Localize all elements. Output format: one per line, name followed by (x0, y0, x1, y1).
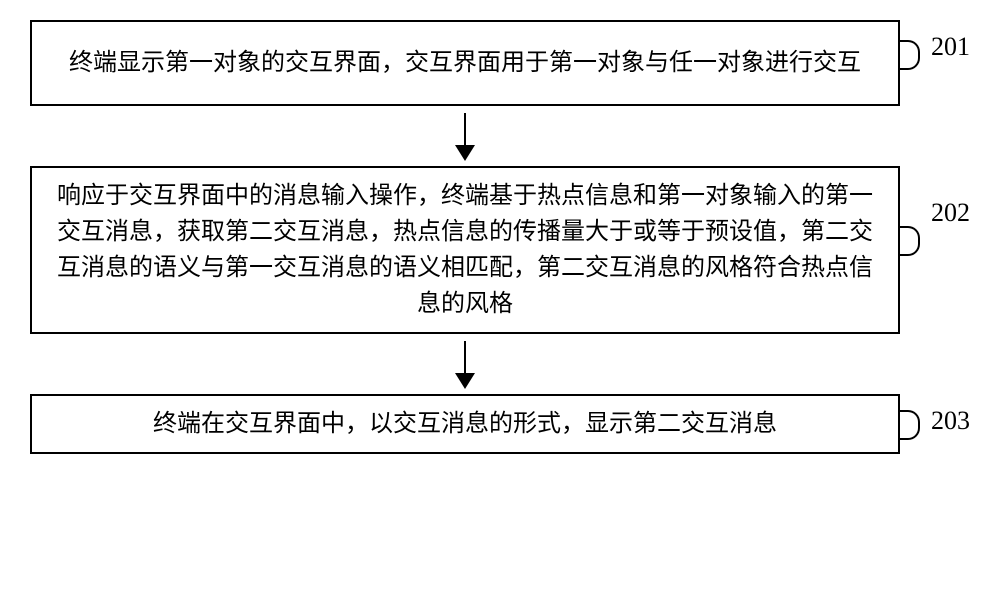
flow-step-3-label: 203 (931, 406, 970, 436)
bracket-icon (898, 410, 920, 440)
flow-step-1-label: 201 (931, 32, 970, 62)
flow-step-1: 终端显示第一对象的交互界面，交互界面用于第一对象与任一对象进行交互 201 (30, 20, 900, 106)
arrow-head-icon (455, 145, 475, 161)
arrow-line-icon (464, 341, 466, 387)
arrow-1-to-2 (30, 106, 900, 166)
arrow-2-to-3 (30, 334, 900, 394)
flow-step-3: 终端在交互界面中，以交互消息的形式，显示第二交互消息 203 (30, 394, 900, 454)
flowchart-container: 终端显示第一对象的交互界面，交互界面用于第一对象与任一对象进行交互 201 响应… (30, 20, 970, 454)
flow-step-2: 响应于交互界面中的消息输入操作，终端基于热点信息和第一对象输入的第一交互消息，获… (30, 166, 900, 334)
bracket-icon (898, 40, 920, 70)
flow-step-2-text: 响应于交互界面中的消息输入操作，终端基于热点信息和第一对象输入的第一交互消息，获… (52, 178, 878, 322)
flow-step-1-text: 终端显示第一对象的交互界面，交互界面用于第一对象与任一对象进行交互 (69, 45, 861, 81)
bracket-icon (898, 226, 920, 256)
flow-step-3-text: 终端在交互界面中，以交互消息的形式，显示第二交互消息 (153, 406, 777, 442)
flow-step-2-label: 202 (931, 198, 970, 228)
arrow-line-icon (464, 113, 466, 159)
arrow-head-icon (455, 373, 475, 389)
